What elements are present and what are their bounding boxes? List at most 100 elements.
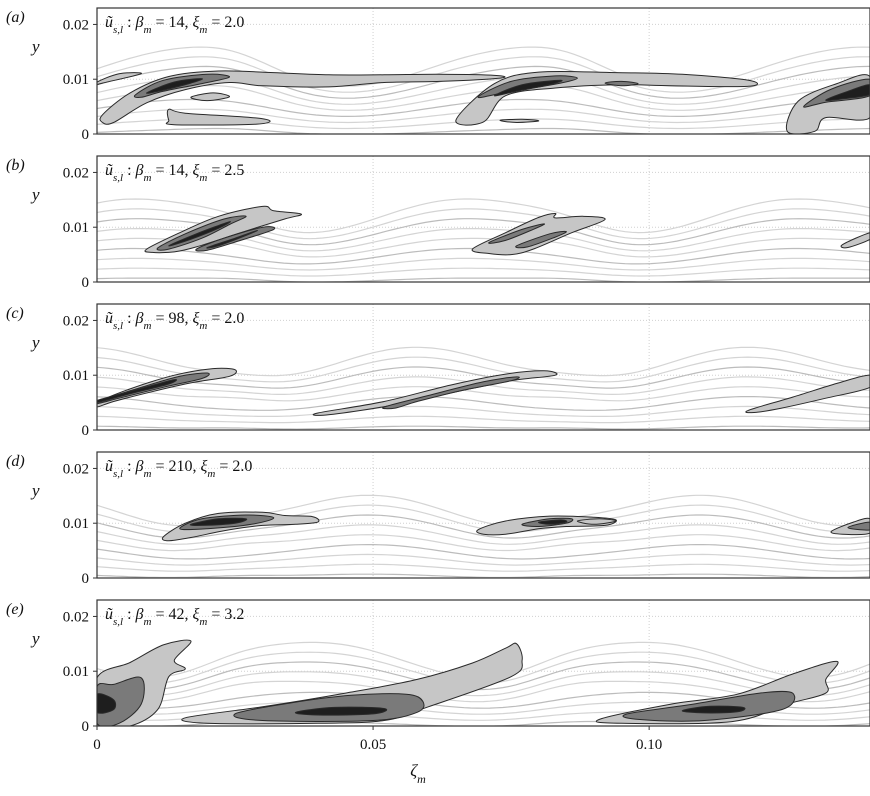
- panel-b: 0 0.01 0.02 y (b) ũs,l : βm = 14, ξm = 2.5: [6, 155, 870, 291]
- y-axis-label: y: [30, 333, 40, 352]
- streamline: [97, 396, 870, 411]
- panel-c: 0 0.01 0.02 y (c) ũs,l : βm = 98, ξm = 2.0: [6, 303, 870, 439]
- streamline: [97, 425, 870, 430]
- background-contours: [97, 494, 870, 578]
- y-tick-label: 0.01: [63, 516, 89, 532]
- streamline: [97, 366, 870, 389]
- contour-level-3: [825, 84, 870, 102]
- contour-level-1: [471, 212, 606, 256]
- panel-label: (d): [6, 453, 25, 470]
- grid: [97, 8, 870, 134]
- shaded-contours: [97, 367, 870, 416]
- contour-level-2: [604, 80, 639, 87]
- shaded-contours: [144, 205, 870, 256]
- y-axis-label: y: [30, 185, 40, 204]
- contour-level-1: [840, 232, 870, 249]
- panel-a: 0 0.01 0.02 y (a) ũs,l : βm = 14, ξm = 2.0: [6, 7, 870, 143]
- background-contours: [97, 346, 870, 430]
- y-tick-label: 0.01: [63, 368, 89, 384]
- streamline: [97, 46, 870, 87]
- contour-level-1: [576, 518, 617, 525]
- y-tick-label: 0: [82, 719, 90, 735]
- panel-title: ũs,l : βm = 14, ξm = 2.5: [105, 162, 244, 184]
- panel-e: 0 0.01 0.02 y (e) ũs,l : βm = 42, ξm = 3.2: [6, 599, 870, 735]
- y-tick-label: 0: [82, 571, 90, 587]
- contour-level-1: [165, 108, 271, 126]
- panel-d: 0 0.01 0.02 y (d) ũs,l : βm = 210, ξm = 2.0: [6, 451, 870, 587]
- contour-level-3: [168, 221, 231, 247]
- x-axis-label: ζm: [410, 761, 426, 786]
- y-tick-label: 0.01: [63, 664, 89, 680]
- streamline: [97, 534, 870, 552]
- contour-level-2: [803, 78, 870, 108]
- x-axis: 0 0.05 0.10: [93, 726, 662, 753]
- panel-frame: [96, 451, 870, 579]
- streamline: [97, 198, 870, 234]
- y-tick-label: 0.02: [63, 461, 89, 477]
- streamline: [97, 257, 870, 271]
- y-tick-label: 0.02: [63, 609, 89, 625]
- streamline: [97, 563, 870, 572]
- y-tick-label: 0.02: [63, 17, 89, 33]
- panel-label: (b): [6, 157, 25, 174]
- x-tick-label: 0: [93, 737, 101, 753]
- contour-level-1: [97, 72, 142, 86]
- streamline: [97, 277, 870, 282]
- shaded-contours: [97, 70, 870, 134]
- streamline: [97, 524, 870, 545]
- panel-frame: [96, 599, 870, 727]
- streamline: [97, 661, 870, 691]
- streamline: [97, 544, 870, 560]
- contour-level-3: [146, 78, 203, 94]
- shaded-contours: [161, 511, 870, 542]
- y-axis-label: y: [30, 481, 40, 500]
- y-axis-label: y: [30, 37, 40, 56]
- contour-level-2: [515, 230, 567, 249]
- panel-title: ũs,l : βm = 210, ξm = 2.0: [105, 458, 252, 480]
- y-tick-label: 0: [82, 423, 90, 439]
- panel-label: (a): [6, 9, 25, 26]
- streamline: [97, 514, 870, 539]
- panel-frame: [96, 155, 870, 283]
- y-tick-label: 0: [82, 127, 90, 143]
- contour-level-2: [488, 223, 546, 244]
- streamline: [97, 127, 870, 134]
- contour-level-3: [206, 229, 258, 249]
- contour-level-3: [537, 519, 568, 525]
- panel-label: (e): [6, 601, 24, 618]
- y-tick-label: 0.02: [63, 313, 89, 329]
- panel-label: (c): [6, 305, 24, 322]
- contour-level-3: [493, 79, 563, 97]
- streamline: [97, 553, 870, 566]
- streamline: [97, 65, 870, 99]
- contour-level-3: [97, 693, 117, 714]
- y-tick-label: 0.01: [63, 220, 89, 236]
- contour-level-1: [181, 642, 523, 725]
- contour-level-3: [189, 517, 248, 526]
- panel-title: ũs,l : βm = 98, ξm = 2.0: [105, 310, 244, 332]
- contour-level-3: [97, 378, 178, 404]
- contour-level-3: [294, 706, 388, 716]
- panel-frame: [96, 7, 870, 135]
- contour-level-2: [382, 376, 520, 410]
- contour-level-1: [499, 118, 540, 124]
- y-tick-label: 0.02: [63, 165, 89, 181]
- y-axis-label: y: [30, 629, 40, 648]
- contour-level-2: [847, 521, 870, 531]
- y-tick-label: 0.01: [63, 72, 89, 88]
- panels-group: 0 0.01 0.02 y (a) ũs,l : βm = 14, ξm = 2.0 0 0.…: [6, 7, 870, 735]
- contour-level-1: [595, 660, 839, 725]
- streamline: [97, 671, 870, 697]
- shaded-contours: [97, 639, 839, 726]
- streamline: [97, 415, 870, 424]
- panel-frame: [96, 303, 870, 431]
- streamline: [97, 405, 870, 417]
- contour-level-2: [97, 676, 145, 726]
- contour-level-1: [190, 92, 231, 102]
- streamline: [97, 386, 870, 402]
- streamline: [97, 356, 870, 383]
- panel-title: ũs,l : βm = 14, ξm = 2.0: [105, 14, 244, 36]
- streamline: [97, 573, 870, 578]
- x-tick-label: 0.05: [360, 737, 386, 753]
